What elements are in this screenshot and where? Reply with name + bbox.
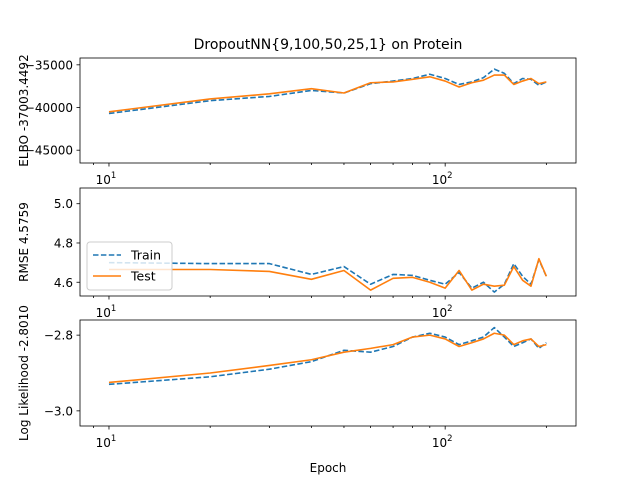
x-tick-label: 101 bbox=[96, 304, 117, 320]
x-tick-label: 102 bbox=[432, 304, 453, 320]
axes-frame-panel-3 bbox=[79, 319, 577, 427]
panel-1: −35000 −40000 −45000 101 102 ELBO -37003.4492 bbox=[17, 54, 577, 187]
x-tick-label: 102 bbox=[432, 171, 453, 187]
legend-frame bbox=[86, 241, 173, 291]
y-tick-label: −35000 bbox=[25, 58, 73, 72]
panel-2: 5.0 4.8 4.6 101 102 RMSE 4.5759 bbox=[17, 187, 577, 320]
series-line-test-panel-2 bbox=[108, 257, 548, 291]
panel-3: −2.8 −3.0 101 102 Log Likelihood -2.8010 bbox=[17, 305, 577, 450]
y-tick-label: 4.8 bbox=[54, 236, 73, 250]
x-tick-exponent: 1 bbox=[111, 434, 116, 444]
x-tick-label: 102 bbox=[432, 434, 453, 450]
y-tick-label: −45000 bbox=[25, 144, 73, 158]
series-line-train-panel-3 bbox=[108, 326, 547, 386]
legend: Train Test bbox=[86, 241, 173, 291]
legend-label-test: Test bbox=[130, 269, 156, 284]
y-axis-label-panel-1: ELBO -37003.4492 bbox=[17, 54, 31, 166]
y-tick-label: −3.0 bbox=[44, 404, 73, 418]
axes-frame-panel-1 bbox=[79, 57, 577, 164]
series-line-test-panel-1 bbox=[108, 74, 547, 113]
legend-label-train: Train bbox=[130, 248, 161, 263]
x-tick-exponent: 2 bbox=[447, 434, 452, 444]
x-tick-exponent: 2 bbox=[447, 171, 452, 181]
x-tick-label: 101 bbox=[96, 171, 117, 187]
chart-title: DropoutNN{9,100,50,25,1} on Protein bbox=[194, 37, 463, 53]
x-tick-exponent: 2 bbox=[447, 304, 452, 314]
y-tick-label: 5.0 bbox=[54, 197, 73, 211]
x-tick-label: 101 bbox=[96, 434, 117, 450]
y-axis-label-panel-3: Log Likelihood -2.8010 bbox=[17, 305, 31, 441]
series-line-test-panel-3 bbox=[108, 332, 547, 384]
axes-frame-panel-2 bbox=[79, 187, 577, 297]
y-tick-label: −2.8 bbox=[44, 329, 73, 343]
y-tick-label: −40000 bbox=[25, 101, 73, 115]
x-tick-exponent: 1 bbox=[111, 171, 116, 181]
y-axis-label-panel-2: RMSE 4.5759 bbox=[17, 202, 31, 282]
series-line-train-panel-1 bbox=[108, 68, 547, 115]
x-axis-label: Epoch bbox=[310, 461, 347, 475]
y-tick-label: 4.6 bbox=[54, 276, 73, 290]
series-line-train-panel-2 bbox=[108, 258, 548, 293]
panels: −35000 −40000 −45000 101 102 ELBO -37003.4492… bbox=[17, 54, 577, 450]
x-tick-exponent: 1 bbox=[111, 304, 116, 314]
